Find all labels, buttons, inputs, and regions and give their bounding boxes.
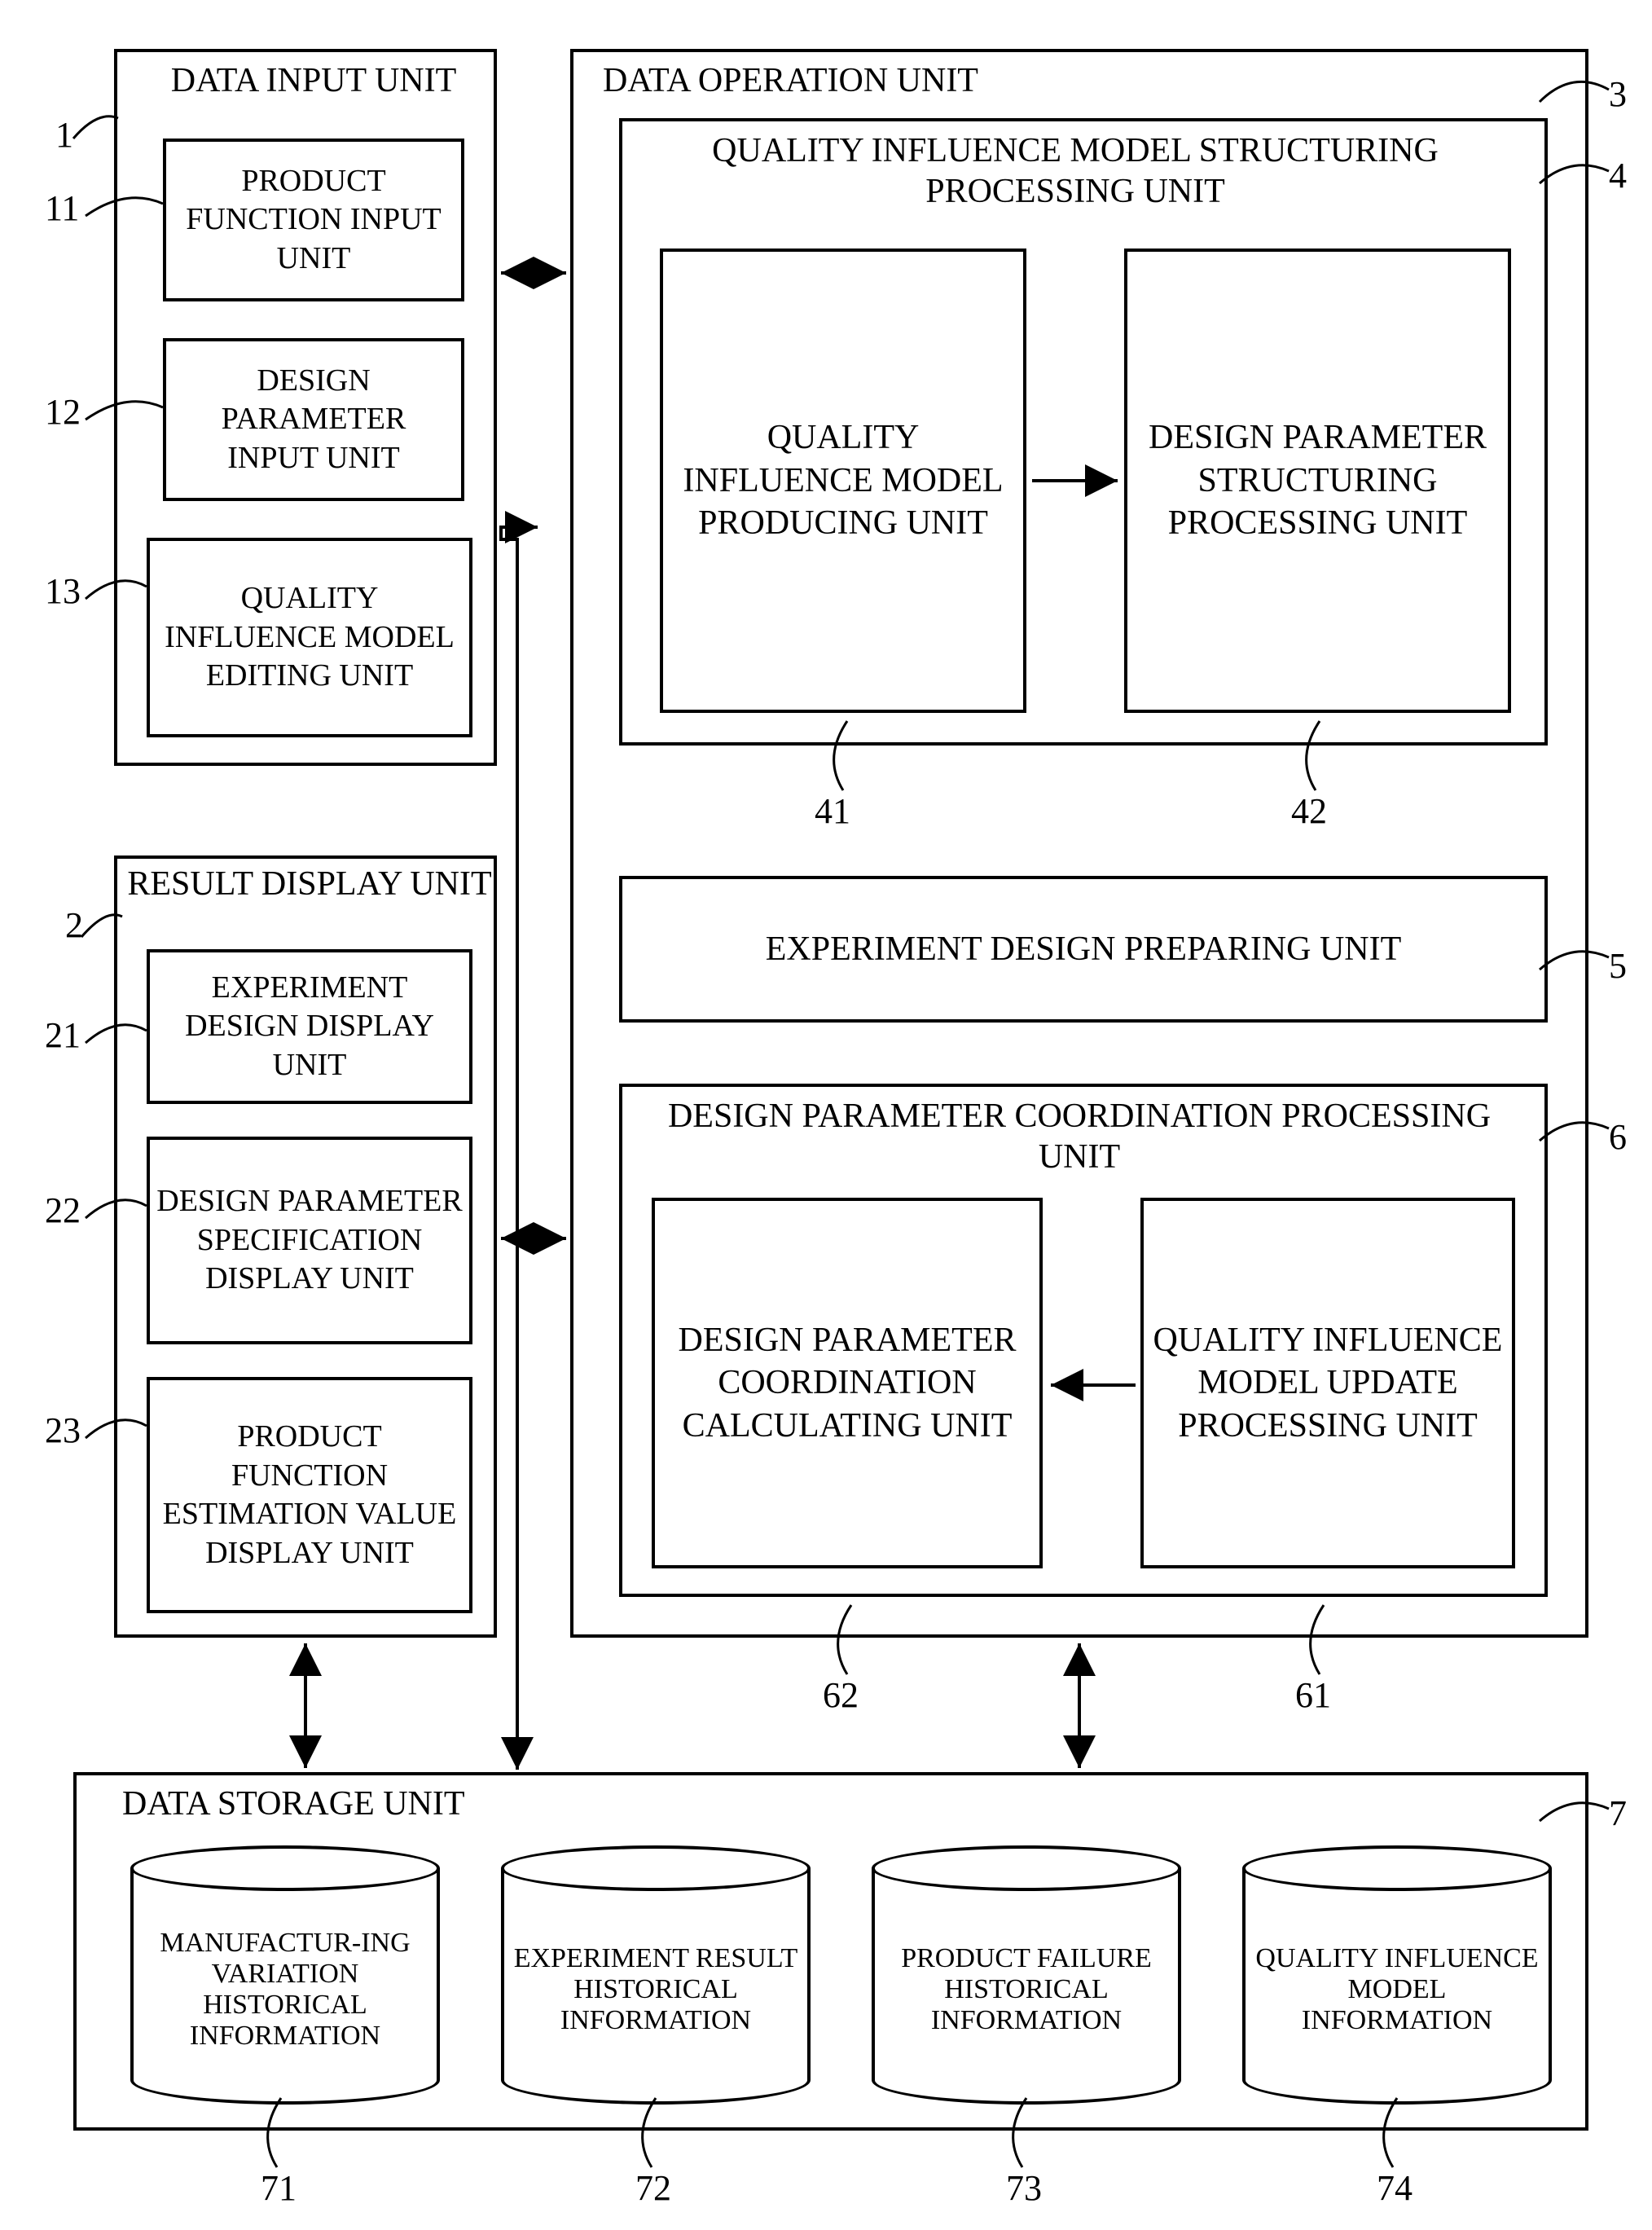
quality-influence-model-update-processing-unit: QUALITY INFLUENCE MODEL UPDATE PROCESSIN… (1140, 1198, 1515, 1568)
arrow-result-to-storage (289, 1639, 322, 1774)
ref-12: 12 (45, 391, 81, 433)
db71-label: MANUFACTUR-ING VARIATION HISTORICAL INFO… (140, 1928, 430, 2052)
result-display-unit-title: RESULT DISPLAY UNIT (126, 864, 493, 904)
box22-label: DESIGN PARAMETER SPECIFICATION DISPLAY U… (156, 1182, 463, 1299)
experiment-design-preparing-unit: EXPERIMENT DESIGN PREPARING UNIT (619, 876, 1548, 1023)
design-parameter-coordination-calculating-unit: DESIGN PARAMETER COORDINATION CALCULATIN… (652, 1198, 1043, 1568)
ref-71: 71 (261, 2167, 297, 2209)
design-parameter-input-unit: DESIGN PARAMETER INPUT UNIT (163, 338, 464, 501)
arrow-input-to-operation (497, 257, 570, 289)
db-quality-influence-model: QUALITY INFLUENCE MODEL INFORMATION (1242, 1845, 1552, 2105)
db-experiment-result: EXPERIMENT RESULT HISTORICAL INFORMATION (501, 1845, 811, 2105)
arrow-61-to-62 (1044, 1369, 1140, 1401)
ref-41: 41 (815, 790, 850, 832)
db73-label: PRODUCT FAILURE HISTORICAL INFORMATION (881, 1943, 1171, 2036)
box42-label: DESIGN PARAMETER STRUCTURING PROCESSING … (1134, 416, 1501, 545)
ref-74: 74 (1377, 2167, 1413, 2209)
arrow-41-to-42 (1028, 464, 1124, 497)
ref-21: 21 (45, 1014, 81, 1056)
db-manufacturing-variation: MANUFACTUR-ING VARIATION HISTORICAL INFO… (130, 1845, 440, 2105)
db72-label: EXPERIMENT RESULT HISTORICAL INFORMATION (511, 1943, 801, 2036)
data-operation-unit-title: DATA OPERATION UNIT (603, 61, 1092, 100)
box12-label: DESIGN PARAMETER INPUT UNIT (173, 362, 455, 478)
box23-label: PRODUCT FUNCTION ESTIMATION VALUE DISPLA… (156, 1418, 463, 1572)
ref-61: 61 (1295, 1674, 1331, 1716)
box61-label: QUALITY INFLUENCE MODEL UPDATE PROCESSIN… (1150, 1319, 1505, 1448)
ref-62: 62 (823, 1674, 859, 1716)
ref-22: 22 (45, 1190, 81, 1231)
quality-influence-model-producing-unit: QUALITY INFLUENCE MODEL PRODUCING UNIT (660, 249, 1026, 713)
product-function-input-unit: PRODUCT FUNCTION INPUT UNIT (163, 139, 464, 301)
design-parameter-structuring-processing-unit: DESIGN PARAMETER STRUCTURING PROCESSING … (1124, 249, 1511, 713)
box11-label: PRODUCT FUNCTION INPUT UNIT (173, 162, 455, 279)
structuring-processing-unit-title: QUALITY INFLUENCE MODEL STRUCTURING PROC… (652, 130, 1499, 213)
coordination-processing-unit-title: DESIGN PARAMETER COORDINATION PROCESSING… (639, 1096, 1519, 1178)
ref-2: 2 (65, 904, 83, 946)
db74-label: QUALITY INFLUENCE MODEL INFORMATION (1252, 1943, 1542, 2036)
quality-influence-model-editing-unit: QUALITY INFLUENCE MODEL EDITING UNIT (147, 538, 472, 737)
ref-23: 23 (45, 1410, 81, 1451)
arrow-operation-to-storage (1063, 1639, 1096, 1774)
box41-label: QUALITY INFLUENCE MODEL PRODUCING UNIT (670, 416, 1017, 545)
data-storage-unit-title: DATA STORAGE UNIT (122, 1784, 611, 1823)
box21-label: EXPERIMENT DESIGN DISPLAY UNIT (156, 969, 463, 1085)
box13-label: QUALITY INFLUENCE MODEL EDITING UNIT (156, 579, 463, 696)
db-product-failure: PRODUCT FAILURE HISTORICAL INFORMATION (872, 1845, 1181, 2105)
arrow-input-to-storage-bent (497, 523, 546, 1778)
experiment-design-display-unit: EXPERIMENT DESIGN DISPLAY UNIT (147, 949, 472, 1104)
ref-72: 72 (635, 2167, 671, 2209)
ref-1: 1 (55, 114, 73, 156)
ref-11: 11 (45, 187, 79, 229)
ref-42: 42 (1291, 790, 1327, 832)
ref-73: 73 (1006, 2167, 1042, 2209)
experiment-label: EXPERIMENT DESIGN PREPARING UNIT (766, 928, 1402, 971)
data-input-unit-title: DATA INPUT UNIT (143, 61, 485, 100)
ref-13: 13 (45, 570, 81, 612)
design-parameter-specification-display-unit: DESIGN PARAMETER SPECIFICATION DISPLAY U… (147, 1137, 472, 1344)
product-function-estimation-value-display-unit: PRODUCT FUNCTION ESTIMATION VALUE DISPLA… (147, 1377, 472, 1613)
box62-label: DESIGN PARAMETER COORDINATION CALCULATIN… (661, 1319, 1033, 1448)
